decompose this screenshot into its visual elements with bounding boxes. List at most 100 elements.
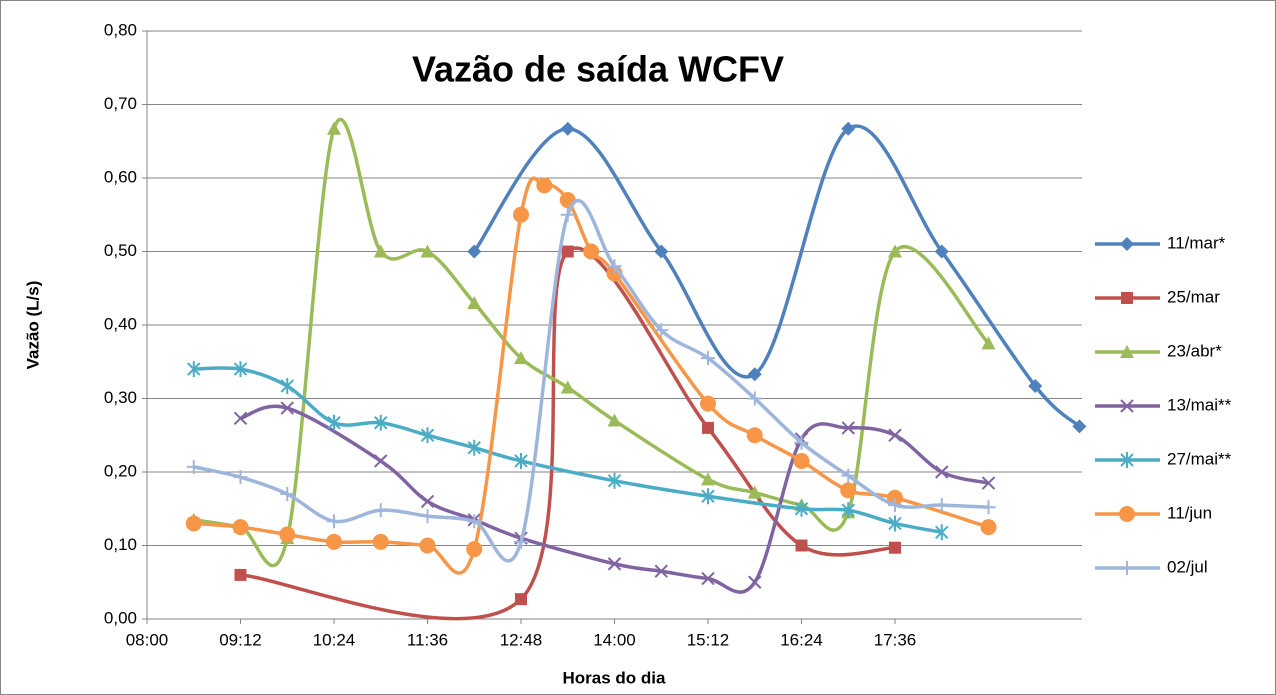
marker (935, 524, 949, 541)
marker (607, 557, 622, 571)
x-tick-label: 10:24 (313, 630, 356, 649)
legend-label: 27/mai** (1167, 449, 1232, 468)
marker (746, 427, 763, 444)
marker (420, 427, 435, 444)
x-tick-label: 11:36 (407, 630, 448, 649)
legend-label: 11/mar* (1167, 233, 1226, 252)
chart-title: Vazão de saída WCFV (412, 49, 784, 90)
marker (466, 541, 483, 558)
marker (560, 121, 575, 136)
marker (186, 459, 201, 474)
legend-label: 13/mai** (1167, 395, 1232, 414)
marker (980, 519, 997, 536)
marker (374, 414, 388, 431)
marker (420, 509, 435, 524)
marker (888, 428, 902, 442)
marker (514, 452, 528, 469)
legend-marker (1120, 452, 1134, 468)
marker (420, 244, 435, 258)
marker (701, 351, 715, 366)
y-axis-label: Vazão (L/s) (23, 281, 42, 370)
legend-label: 11/jun (1167, 503, 1212, 522)
marker (280, 487, 295, 502)
legend-label: 25/mar (1167, 287, 1220, 306)
marker (747, 367, 762, 382)
marker (560, 380, 575, 394)
y-tick-label: 0,20 (104, 461, 137, 480)
marker (467, 439, 481, 456)
legend-marker (1119, 506, 1135, 522)
marker (233, 411, 248, 426)
x-tick-label: 15:12 (687, 630, 730, 649)
legend-marker (1121, 292, 1133, 304)
marker (840, 482, 857, 499)
x-tick-label: 09:12 (219, 630, 262, 649)
marker (841, 421, 855, 435)
marker (467, 295, 482, 309)
legend-label: 23/abr* (1167, 341, 1222, 360)
marker (981, 336, 996, 350)
y-tick-label: 0,70 (104, 94, 137, 113)
marker (515, 593, 527, 606)
marker (561, 245, 574, 258)
x-axis-label: Horas do dia (563, 668, 667, 687)
y-tick-label: 0,50 (104, 241, 137, 260)
marker (419, 537, 436, 554)
marker (327, 121, 341, 135)
marker (232, 519, 249, 536)
marker (889, 541, 901, 554)
marker (607, 472, 622, 489)
marker (536, 177, 553, 194)
marker (233, 361, 248, 378)
y-tick-label: 0,60 (104, 167, 137, 186)
series-line (472, 124, 1081, 428)
y-tick-label: 0,00 (104, 608, 137, 627)
marker (372, 533, 389, 550)
marker (373, 244, 388, 258)
y-tick-label: 0,10 (104, 535, 137, 554)
x-tick-label: 12:48 (500, 630, 543, 649)
marker (748, 575, 762, 589)
x-tick-label: 17:36 (874, 630, 917, 649)
marker (700, 395, 716, 412)
marker (654, 244, 669, 259)
marker (467, 514, 482, 529)
marker (279, 526, 296, 543)
marker (233, 470, 248, 485)
marker (327, 414, 341, 431)
marker (185, 515, 202, 532)
marker (187, 361, 201, 378)
marker (280, 401, 294, 415)
marker (467, 244, 482, 259)
marker (794, 435, 809, 450)
marker (747, 485, 762, 499)
marker (888, 515, 902, 532)
marker (794, 500, 809, 517)
marker (607, 413, 622, 427)
legend-marker (1120, 345, 1134, 358)
marker (326, 533, 342, 550)
marker (841, 502, 855, 519)
marker (934, 498, 949, 513)
marker (701, 488, 715, 505)
marker (841, 468, 856, 483)
x-tick-label: 14:00 (593, 630, 636, 649)
y-tick-label: 0,80 (104, 20, 137, 39)
marker (654, 323, 669, 338)
marker (701, 571, 715, 586)
marker (234, 568, 247, 581)
marker (795, 539, 808, 552)
marker (701, 472, 715, 486)
marker (934, 244, 949, 259)
marker (702, 421, 714, 434)
marker (981, 476, 996, 490)
marker (420, 494, 435, 509)
series-line (193, 366, 943, 534)
y-tick-label: 0,30 (104, 388, 137, 407)
marker (327, 514, 341, 529)
marker (888, 498, 902, 513)
marker (280, 378, 294, 395)
